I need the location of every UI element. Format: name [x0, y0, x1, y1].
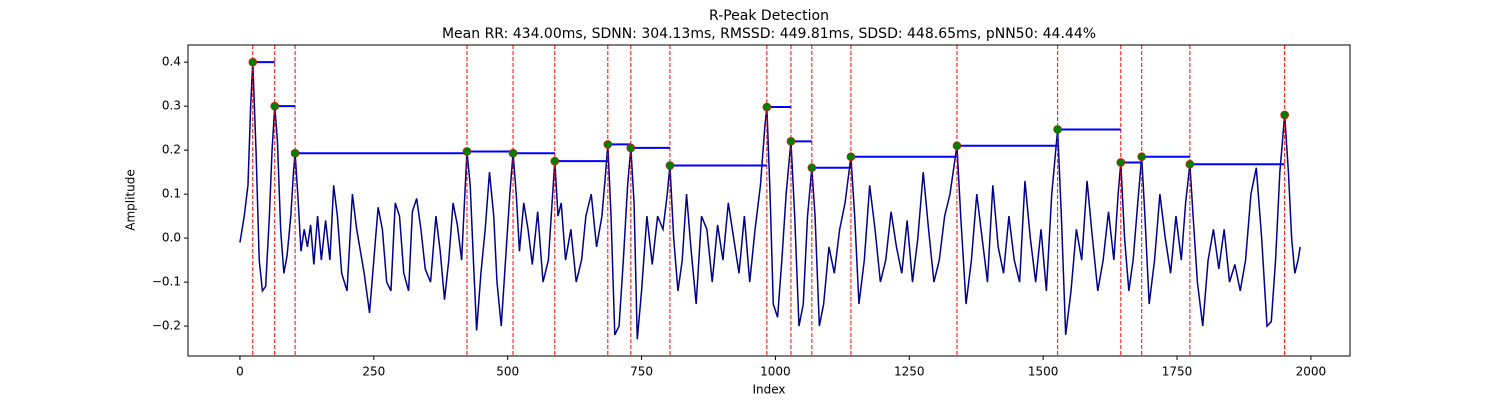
y-tick-label: −0.1 [152, 275, 181, 289]
peak-point [1185, 159, 1195, 169]
peak-point [846, 152, 856, 162]
peak-point [1137, 152, 1146, 162]
peak-point [508, 148, 518, 158]
peak-point [1280, 110, 1289, 120]
peak-point [290, 148, 300, 158]
x-tick-label: 1000 [760, 365, 791, 379]
x-tick-label: 1250 [894, 365, 925, 379]
peak-point [270, 101, 280, 111]
x-tick-label: 1750 [1162, 365, 1193, 379]
peak-point [665, 161, 675, 170]
y-tick-label: 0.2 [162, 143, 181, 157]
x-axis-label: Index [752, 383, 785, 397]
x-tick-label: 250 [362, 365, 385, 379]
peak-point [952, 141, 962, 151]
peak-point [626, 143, 636, 153]
x-tick-label: 2000 [1296, 365, 1327, 379]
y-tick-label: 0.3 [162, 99, 181, 113]
chart-subtitle: Mean RR: 434.00ms, SDNN: 304.13ms, RMSSD… [442, 26, 1096, 42]
peak-point [807, 163, 817, 173]
peak-point [762, 102, 772, 112]
y-tick-label: 0.1 [162, 187, 181, 201]
peak-point [603, 140, 613, 149]
plot-frame [187, 44, 1351, 357]
peak-point [462, 147, 472, 156]
peak-point [248, 57, 258, 67]
peak-point [1053, 125, 1062, 134]
signal-line [239, 62, 1301, 340]
x-tick-label: 500 [496, 365, 519, 379]
peak-point [786, 137, 796, 146]
y-tick-label: 0.0 [162, 231, 181, 245]
x-tick-label: 1500 [1028, 365, 1059, 379]
peak-point [1116, 158, 1126, 167]
peak-point [550, 156, 560, 166]
x-tick-label: 0 [236, 365, 244, 379]
y-tick-label: −0.2 [152, 319, 181, 333]
y-tick-label: 0.4 [162, 55, 181, 69]
y-axis-label: Amplitude [124, 169, 138, 231]
chart-title: R-Peak Detection [709, 8, 829, 24]
x-tick-label: 750 [630, 365, 653, 379]
